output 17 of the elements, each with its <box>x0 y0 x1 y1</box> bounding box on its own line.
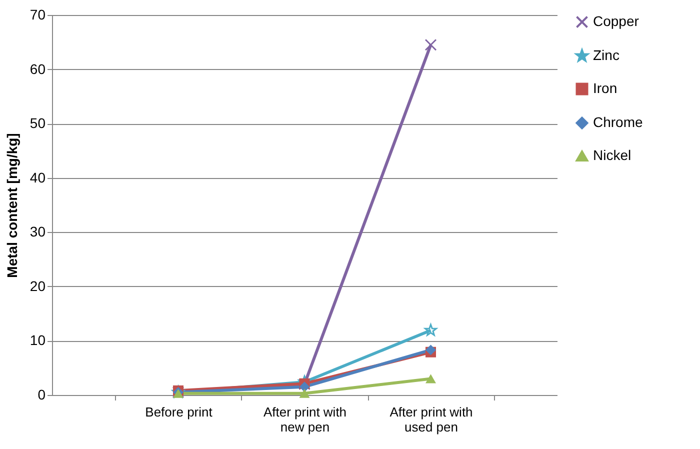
y-tick-label: 10 <box>30 332 46 348</box>
y-tick-label: 20 <box>30 278 46 294</box>
y-tick-label: 0 <box>38 386 46 402</box>
y-tick-label: 40 <box>30 169 46 186</box>
y-tick-label: 30 <box>30 224 46 240</box>
y-tick-label: 50 <box>30 115 46 132</box>
y-tick-label: 70 <box>30 6 46 22</box>
legend-label: Copper <box>593 13 640 29</box>
legend-label: Nickel <box>593 147 632 163</box>
x-tick-label: After print with new pen <box>263 404 347 434</box>
legend-label: Chrome <box>593 114 644 130</box>
x-tick-label: After print with used pen <box>390 404 473 434</box>
x-tick-label: Before print <box>145 404 213 420</box>
y-axis-title: Metal content [mg/kg] <box>4 133 20 278</box>
y-tick-label: 60 <box>30 60 46 77</box>
legend-label: Iron <box>593 80 618 96</box>
legend-label: Zinc <box>593 47 620 63</box>
